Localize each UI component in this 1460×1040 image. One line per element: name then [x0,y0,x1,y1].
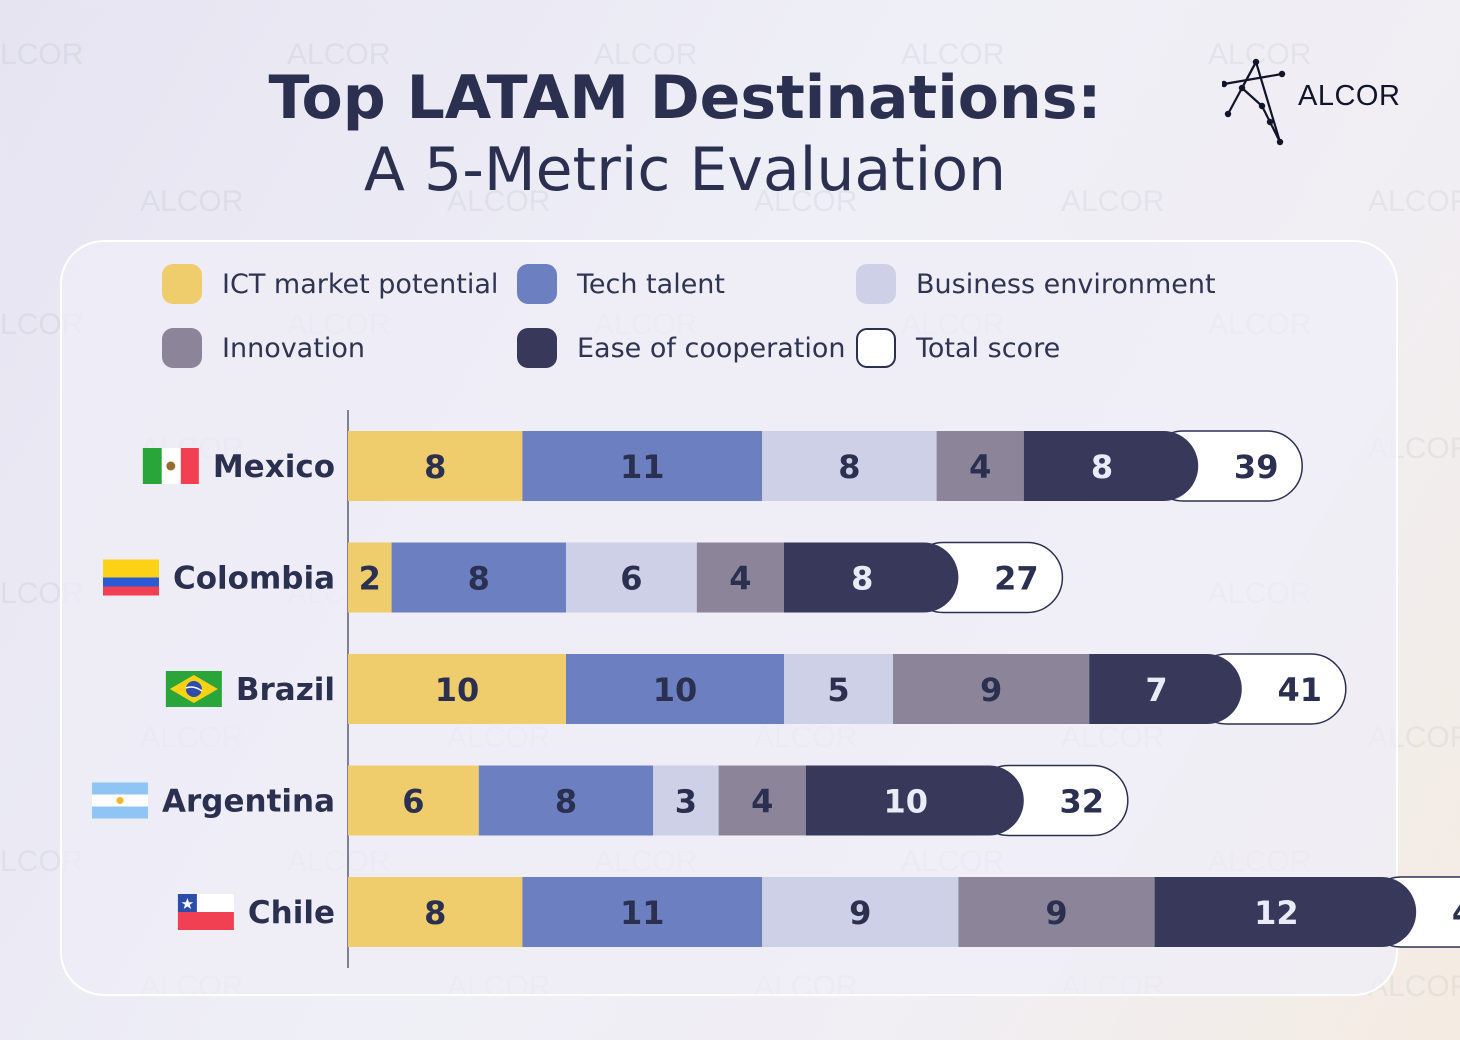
data-label: 10 [884,783,929,821]
data-label: 10 [653,671,698,709]
data-label: 6 [402,783,424,821]
total-label: 32 [1060,783,1105,821]
chile-flag-icon [177,894,234,930]
data-label: 7 [1145,671,1167,709]
bar-segment-cooperation [784,542,959,613]
data-label: 9 [980,671,1002,709]
bar-segment-talent [522,431,763,501]
legend-label: Business environment [916,268,1216,300]
data-label: 6 [620,560,642,598]
brand-name: ALCOR [1298,80,1401,112]
cooperation-swatch-icon [517,328,557,368]
bar-row-mexico: 8 11 8 4 8 39 Mexico [142,430,1303,502]
bar-segment-cooperation [1089,654,1242,724]
talent-swatch-icon [517,264,557,304]
total-swatch-icon [856,328,896,368]
data-label: 4 [729,560,751,598]
bar-segment-business [784,654,893,724]
data-label: 9 [1045,894,1067,932]
legend-label: Tech talent [577,268,725,300]
bar-segment-ict [348,654,566,724]
data-label: 12 [1254,894,1299,932]
total-label: 42 [1452,894,1460,932]
data-label: 4 [751,783,773,821]
data-label: 2 [359,560,381,598]
data-label: 3 [675,783,697,821]
data-label: 8 [468,560,490,598]
legend-item-talent: Tech talent [517,264,725,304]
brand-logo: ALCOR [1220,58,1412,148]
business-swatch-icon [856,264,896,304]
bar-segment-innovation [893,654,1090,724]
bar-segment-innovation [696,542,784,613]
bar-segment-cooperation [805,765,1024,836]
bar-segment-innovation [936,431,1024,501]
data-label: 10 [435,671,480,709]
total-label: 41 [1278,671,1323,709]
bar-row-brazil: 10 10 5 9 7 41 Brazil [165,653,1347,725]
chart-panel: ICT market potential Tech talent Busines… [60,240,1398,996]
bar-segment-ict [348,765,479,836]
data-label: 8 [1091,448,1113,486]
data-label: 9 [849,894,871,932]
bar-row-colombia: 2 8 6 4 8 27 Colombia [102,541,1064,614]
bar-segment-talent [566,654,784,724]
category-label: Mexico [213,449,335,485]
bar-segment-innovation [718,765,806,836]
chart-title: Top LATAM Destinations: A 5-Metric Evalu… [0,62,1370,206]
title-line-1: Top LATAM Destinations: [268,63,1102,133]
legend-label: Innovation [222,332,365,364]
data-label: 11 [620,448,665,486]
bar-segment-talent [522,877,763,947]
data-label: 8 [555,783,577,821]
argentina-flag-icon [92,782,148,819]
data-label: 5 [827,671,849,709]
title-line-2: A 5-Metric Evaluation [363,135,1007,205]
bar-segment-cooperation [1023,431,1199,501]
bar-segment-business [762,877,959,947]
legend-item-ict: ICT market potential [162,264,498,304]
legend-item-innovation: Innovation [162,328,365,368]
brazil-flag-icon [165,671,222,707]
total-label: 27 [994,560,1039,598]
bar-segment-ict [348,877,523,947]
legend-item-cooperation: Ease of cooperation [517,328,845,368]
data-label: 4 [969,448,991,486]
category-label: Brazil [236,672,335,708]
legend-label: Total score [916,332,1061,364]
legend-item-business: Business environment [856,264,1216,304]
bar-segment-ict [348,431,523,501]
bar-segment-innovation [958,877,1155,947]
legend-item-total: Total score [856,328,1060,368]
bar-segment-ict [348,542,392,613]
colombia-flag-icon [102,559,159,596]
ict-swatch-icon [162,264,202,304]
data-label: 11 [620,894,665,932]
bar-segment-business [653,765,719,836]
bar-segment-talent [478,765,654,836]
bar-row-argentina: 6 8 3 4 10 32 Argentina [92,764,1129,837]
innovation-swatch-icon [162,328,202,368]
data-label: 8 [424,894,446,932]
legend-label: Ease of cooperation [577,332,846,364]
total-label: 39 [1234,448,1279,486]
category-label: Argentina [162,784,335,820]
bar-row-chile: 8 11 9 9 12 42 Chile [177,876,1460,948]
category-label: Colombia [173,561,335,597]
bar-segment-talent [391,542,566,613]
bar-segment-cooperation [1154,877,1417,947]
data-label: 8 [838,448,860,486]
legend-label: ICT market potential [222,268,499,300]
bar-segment-business [566,542,697,613]
data-label: 8 [424,448,446,486]
bar-segment-business [762,431,937,501]
category-label: Chile [248,895,335,931]
mexico-flag-icon [142,448,199,484]
data-label: 8 [851,560,873,598]
constellation-logo-icon [1220,58,1286,146]
